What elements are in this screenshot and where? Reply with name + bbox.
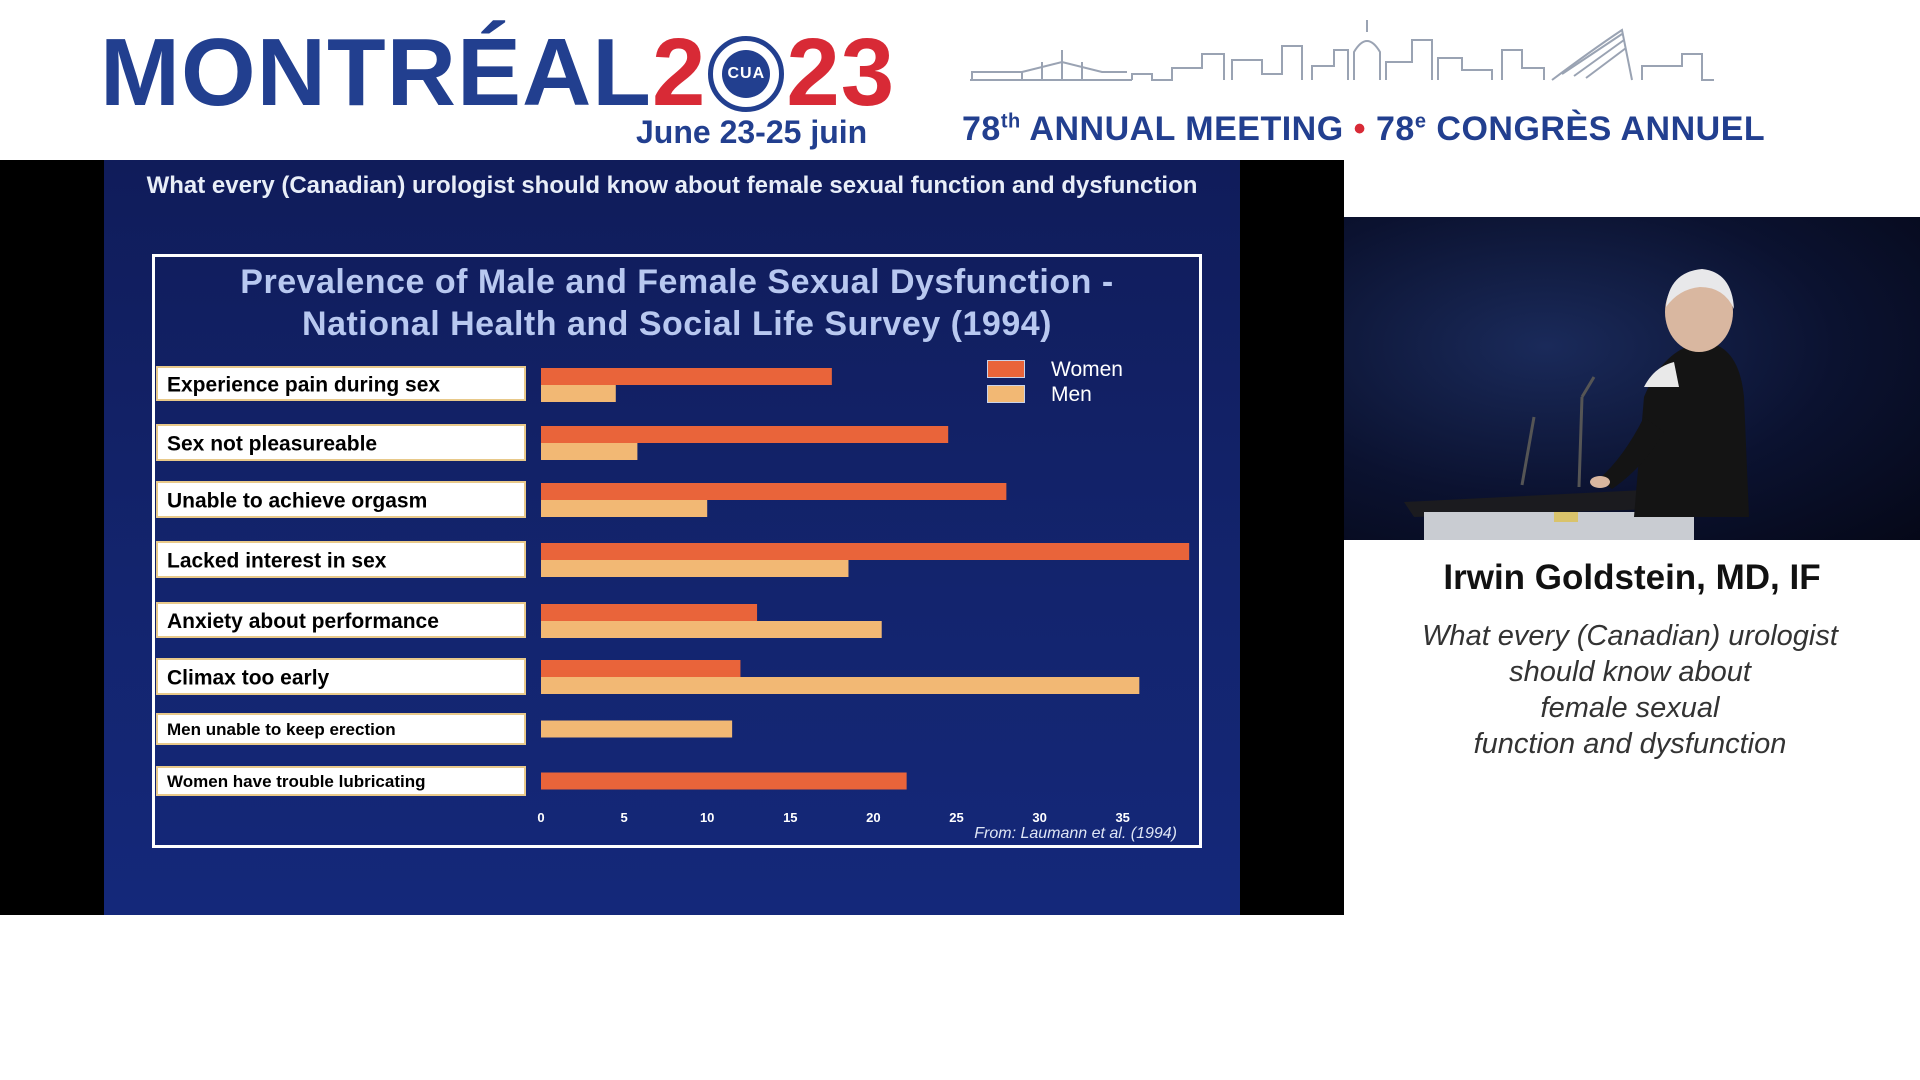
category-label-box	[156, 541, 526, 578]
talk-line: female sexual	[1540, 692, 1720, 724]
legend-label-men: Men	[1051, 383, 1092, 406]
category-label-box	[156, 366, 526, 401]
x-tick-label: 30	[1032, 810, 1046, 825]
category-label-box	[156, 766, 526, 796]
category-label: Experience pain during sex	[167, 374, 440, 397]
talk-line: should know about	[1509, 656, 1751, 688]
chart-title-line2: National Health and Social Life Survey (…	[302, 305, 1052, 343]
category-label-box	[156, 481, 526, 518]
meeting-label-fr: CONGRÈS ANNUEL	[1436, 110, 1766, 148]
event-header: MONTRÉAL2 CUA 23 June 23-25 juin 78th ANNU…	[0, 0, 1920, 160]
x-tick-label: 35	[1115, 810, 1129, 825]
category-label: Women have trouble lubricating	[167, 772, 426, 791]
x-tick-label: 25	[949, 810, 963, 825]
legend-swatch-women	[987, 360, 1025, 378]
category-label: Anxiety about performance	[167, 610, 439, 633]
presentation-stage: What every (Canadian) urologist should k…	[0, 160, 1344, 915]
bar-men	[541, 677, 1140, 694]
bar-chart: Experience pain during sex Sex not pleasu…	[156, 366, 1190, 825]
meeting-separator: •	[1353, 110, 1367, 148]
meeting-suffix-en: th	[1000, 110, 1021, 133]
bar-men	[541, 443, 638, 460]
bar-women	[541, 426, 949, 443]
x-tick-label: 20	[866, 810, 880, 825]
chart-title-line1: Prevalence of Male and Female Sexual Dys…	[240, 263, 1114, 301]
legend-label-women: Women	[1051, 358, 1123, 381]
bar-men	[541, 560, 849, 577]
category-label: Lacked interest in sex	[167, 550, 387, 573]
speaker-talk-title: What every (Canadian) urologist should k…	[1370, 618, 1890, 762]
meeting-label-en: ANNUAL MEETING	[1029, 110, 1344, 148]
seal-text: CUA	[722, 49, 771, 98]
category-label: Unable to achieve orgasm	[167, 490, 427, 513]
bar-women	[541, 483, 1007, 500]
logo-year-right: 23	[786, 19, 896, 126]
bar-men	[541, 500, 708, 517]
x-tick-label: 10	[700, 810, 714, 825]
x-tick-label: 15	[783, 810, 797, 825]
logo-year-left: 2	[651, 19, 707, 126]
speaker-video	[1344, 217, 1920, 540]
chart-frame: Prevalence of Male and Female Sexual Dys…	[152, 254, 1202, 848]
speaker-name: Irwin Goldstein, MD, IF	[1443, 558, 1821, 597]
event-dates: June 23-25 juin	[636, 114, 868, 150]
event-logo: MONTRÉAL2 CUA 23	[100, 18, 895, 128]
category-label-box	[156, 602, 526, 638]
category-label: Men unable to keep erection	[167, 720, 396, 739]
bar-women	[541, 604, 758, 621]
meeting-suffix-fr: e	[1414, 110, 1427, 133]
speaker-figure-icon	[1404, 269, 1749, 540]
meeting-number-en: 78	[962, 110, 1001, 148]
x-tick-label: 5	[620, 810, 627, 825]
logo-city: MONTRÉAL	[100, 19, 652, 126]
x-tick-label: 0	[537, 810, 544, 825]
category-label-box	[156, 658, 526, 695]
category-label-box	[156, 424, 526, 461]
legend-swatch-men	[987, 385, 1025, 403]
talk-line: function and dysfunction	[1473, 728, 1787, 760]
category-label: Sex not pleasureable	[167, 433, 377, 456]
talk-line: What every (Canadian) urologist	[1422, 620, 1838, 652]
category-label: Climax too early	[167, 667, 330, 690]
bar-women	[541, 660, 741, 677]
slide-topbar-title: What every (Canadian) urologist should k…	[146, 172, 1198, 199]
cua-seal-icon: CUA	[708, 35, 785, 112]
meeting-title: 78th ANNUAL MEETING • 78e CONGRÈS ANNUEL	[962, 110, 1765, 149]
bar-women	[541, 368, 832, 385]
bar-men	[541, 385, 616, 402]
chart-source-note: From: Laumann et al. (1994)	[974, 825, 1177, 842]
category-label-box	[156, 713, 526, 745]
bar-women	[541, 772, 907, 790]
montreal-skyline-icon	[970, 20, 1714, 81]
slide: What every (Canadian) urologist should k…	[104, 160, 1240, 915]
bar-men	[541, 621, 882, 638]
meeting-number-fr: 78	[1375, 110, 1415, 148]
chart-title: Prevalence of Male and Female Sexual Dys…	[155, 261, 1199, 345]
bar-men	[541, 720, 733, 738]
bar-women	[541, 543, 1190, 560]
